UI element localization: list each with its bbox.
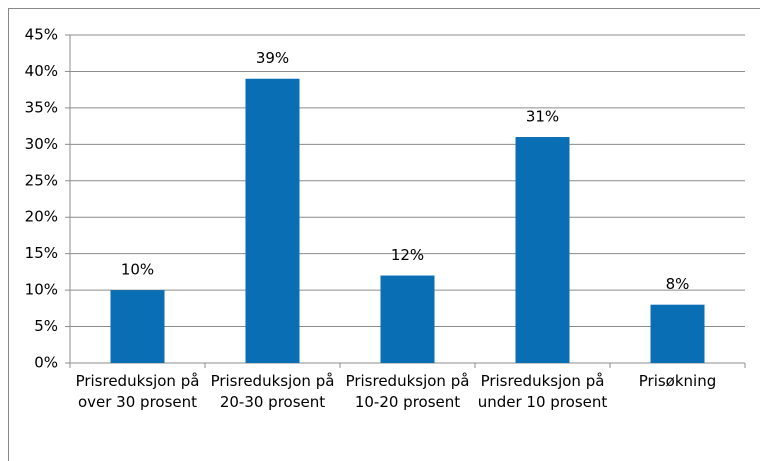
y-tick-label: 35% [25, 98, 58, 116]
bar [650, 304, 705, 363]
y-tick-label: 20% [25, 208, 58, 226]
bar [380, 275, 435, 363]
data-label: 8% [666, 275, 690, 293]
y-tick-label: 30% [25, 135, 58, 153]
y-tick-label: 15% [25, 244, 58, 262]
data-label: 39% [256, 49, 289, 67]
bar [110, 290, 165, 363]
data-label: 31% [526, 108, 559, 126]
data-label: 10% [121, 261, 154, 279]
chart-border [8, 8, 760, 461]
y-tick-label: 10% [25, 281, 58, 299]
x-tick-label: Prisreduksjon på over 30 prosent [75, 372, 200, 411]
y-tick-label: 5% [34, 317, 58, 335]
bar [515, 137, 570, 363]
x-tick-label: Prisreduksjon på under 10 prosent [477, 372, 608, 411]
x-tick-label: Prisreduksjon på 10-20 prosent [345, 372, 470, 411]
data-label: 12% [391, 246, 424, 264]
bar [245, 78, 300, 363]
y-tick-label: 25% [25, 171, 58, 189]
y-tick-label: 40% [25, 62, 58, 80]
y-tick-label: 45% [25, 26, 58, 44]
x-tick-label: Prisøkning [638, 372, 717, 390]
y-tick-label: 0% [34, 354, 58, 372]
x-tick-label: Prisreduksjon på 20-30 prosent [210, 372, 335, 411]
